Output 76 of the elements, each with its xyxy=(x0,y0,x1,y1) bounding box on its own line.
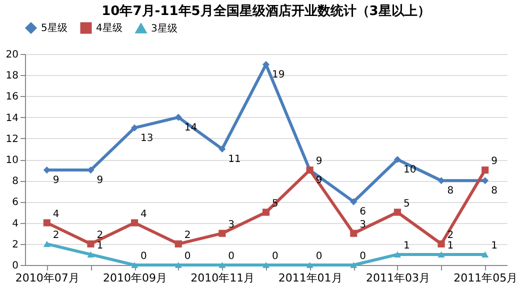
y-tick-label: 8 xyxy=(12,176,18,188)
y-tick-label: 4 xyxy=(12,218,18,230)
data-label: 8 xyxy=(491,186,498,197)
data-label: 2 xyxy=(184,230,191,241)
x-tick-label: 2010年09月 xyxy=(103,272,168,284)
point xyxy=(131,262,138,268)
data-label: 0 xyxy=(360,251,366,262)
data-label: 2 xyxy=(52,230,60,241)
data-label: 1 xyxy=(447,240,454,252)
data-label: 0 xyxy=(272,251,278,262)
point xyxy=(350,262,358,268)
data-label: 6 xyxy=(360,206,366,218)
y-tick-label: 6 xyxy=(12,197,18,208)
point xyxy=(350,230,358,237)
y-tick-label: 2 xyxy=(12,239,18,250)
data-label: 0 xyxy=(228,251,235,262)
data-label: 9 xyxy=(96,175,104,186)
point xyxy=(43,219,50,226)
point xyxy=(394,208,401,216)
y-tick-label: 0 xyxy=(12,260,18,272)
x-tick-label: 2011年01月 xyxy=(278,272,342,284)
point xyxy=(174,262,182,268)
y-tick-label: 12 xyxy=(6,134,18,145)
data-label: 0 xyxy=(184,251,191,262)
y-tick-label: 20 xyxy=(6,50,18,60)
x-tick-label: 2011年03月 xyxy=(366,272,430,284)
y-tick-label: 18 xyxy=(6,70,18,82)
point xyxy=(218,262,226,268)
point xyxy=(394,251,401,258)
point xyxy=(131,124,138,132)
data-label: 9 xyxy=(491,156,498,168)
point xyxy=(131,219,138,226)
point xyxy=(174,114,182,121)
data-label: 1 xyxy=(491,240,498,252)
point xyxy=(43,240,50,247)
point xyxy=(87,240,94,248)
point xyxy=(262,208,270,216)
data-label: 0 xyxy=(316,251,322,262)
point xyxy=(218,230,226,237)
legend-label: 4星级 xyxy=(96,22,122,34)
data-label: 8 xyxy=(447,186,454,197)
legend-label: 3星级 xyxy=(151,22,178,34)
point xyxy=(350,198,358,206)
point xyxy=(482,177,489,184)
data-label: 0 xyxy=(140,251,147,262)
y-tick-label: 10 xyxy=(6,155,18,166)
data-label: 9 xyxy=(52,175,60,186)
data-label: 19 xyxy=(272,70,285,81)
legend-label: 5星级 xyxy=(41,22,68,34)
point xyxy=(218,145,226,152)
point xyxy=(438,240,445,248)
chart-title: 10年7月-11年5月全国星级酒店开业数统计（3星以上） xyxy=(102,3,430,19)
data-label: 9 xyxy=(316,156,322,168)
x-tick-label: 2010年07月 xyxy=(15,272,80,284)
point xyxy=(306,262,314,268)
point xyxy=(174,240,182,248)
data-label: 1 xyxy=(403,240,410,252)
point xyxy=(394,156,401,164)
data-label: 2 xyxy=(96,230,104,241)
data-label: 1 xyxy=(96,240,104,252)
data-label: 2 xyxy=(447,230,454,241)
point xyxy=(262,262,270,268)
x-tick-label: 2010年11月 xyxy=(190,272,255,284)
point xyxy=(87,251,94,258)
data-label: 4 xyxy=(52,208,60,220)
data-label: 10 xyxy=(403,164,416,176)
x-tick-label: 2011年05月 xyxy=(454,272,518,284)
y-tick-label: 16 xyxy=(6,92,18,103)
data-label: 4 xyxy=(140,208,147,220)
y-tick-label: 14 xyxy=(6,112,18,124)
point xyxy=(482,251,489,258)
data-label: 13 xyxy=(140,132,154,144)
point xyxy=(438,251,445,258)
data-label: 5 xyxy=(403,198,410,210)
data-label: 11 xyxy=(228,154,241,165)
point xyxy=(482,166,489,174)
